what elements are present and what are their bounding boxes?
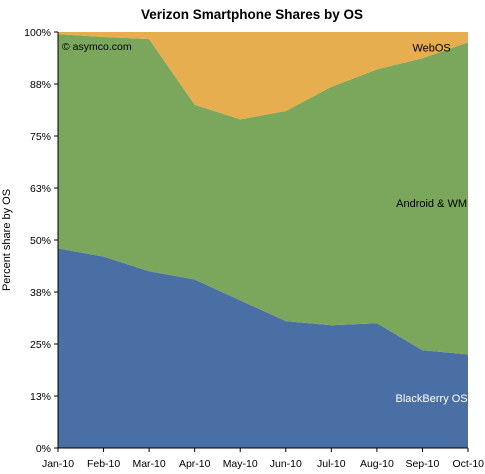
x-tick-label: Jun-10 (270, 458, 302, 470)
x-tick-label: Sep-10 (405, 458, 439, 470)
y-axis-ticks: 0% 13% 25% 38% 50% 63% 75% 88% 100% (24, 27, 59, 455)
y-tick-label: 63% (30, 183, 51, 195)
series-label-blackberry-os: BlackBerry OS (396, 393, 468, 405)
x-tick-label: Aug-10 (360, 458, 394, 470)
y-tick-label: 100% (24, 27, 51, 39)
y-tick-label: 0% (36, 443, 51, 455)
series-label-webos: WebOS (412, 42, 450, 54)
y-tick-label: 88% (30, 79, 51, 91)
x-tick-label: Apr-10 (179, 458, 211, 470)
area-android-wm (58, 34, 468, 355)
y-tick-label: 25% (30, 339, 51, 351)
x-tick-label: Jul-10 (317, 458, 346, 470)
area-layers (58, 32, 468, 448)
x-tick-label: Feb-10 (87, 458, 120, 470)
watermark-text: © asymco.com (62, 41, 132, 53)
area-webos (58, 32, 468, 120)
x-axis-ticks: Jan-10 Feb-10 Mar-10 Apr-10 May-10 Jun-10 Jul-… (42, 447, 484, 470)
y-tick-label: 50% (30, 235, 51, 247)
x-tick-label: Oct-10 (452, 458, 484, 470)
y-tick-label: 38% (30, 287, 51, 299)
y-axis-label: Percent share by OS (1, 189, 13, 291)
x-tick-label: May-10 (223, 458, 258, 470)
series-label-android-wm: Android & WM (396, 198, 467, 210)
y-tick-label: 13% (30, 391, 51, 403)
chart-title: Verizon Smartphone Shares by OS (141, 7, 363, 22)
area-blackberry-os (58, 248, 468, 448)
x-tick-label: Mar-10 (132, 458, 165, 470)
x-tick-label: Jan-10 (42, 458, 74, 470)
series-labels: BlackBerry OS Android & WM WebOS (396, 42, 468, 405)
y-tick-label: 75% (30, 131, 51, 143)
